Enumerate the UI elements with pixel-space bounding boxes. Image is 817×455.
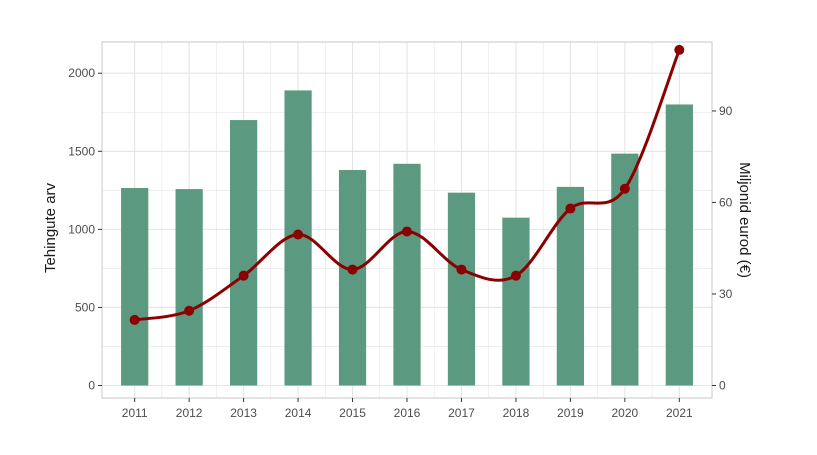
- y-tick-label: 1500: [68, 144, 95, 158]
- line-point-2019: [565, 203, 576, 214]
- x-tick-label: 2019: [557, 406, 584, 420]
- line-series: [129, 44, 685, 325]
- bar-2013: [229, 120, 258, 386]
- y-tick-label: 2000: [68, 66, 95, 80]
- line-point-2012: [184, 305, 195, 316]
- bar-2017: [447, 192, 476, 386]
- bar-2016: [393, 163, 421, 386]
- y2-tick-label: 60: [719, 195, 733, 209]
- y-axis-title: Tehingute arv: [42, 182, 59, 273]
- bar-2011: [121, 187, 149, 386]
- y2-tick-label: 30: [719, 287, 733, 301]
- line-point-2017: [456, 264, 467, 275]
- bar-2018: [502, 217, 530, 386]
- bars: [121, 90, 693, 386]
- bar-2021: [665, 104, 693, 386]
- x-tick-label: 2014: [285, 406, 312, 420]
- x-tick-label: 2021: [666, 406, 693, 420]
- y2-axis-title: Miljonid eurod (€): [736, 162, 753, 278]
- x-tick-label: 2013: [230, 406, 257, 420]
- line-point-2021: [674, 44, 685, 55]
- line-point-2020: [619, 183, 630, 194]
- axes: 0 500 1000 1500 2000 0 30 60 90 2011 2012 2013 2014 2…: [68, 41, 733, 420]
- y2-tick-label: 0: [719, 378, 726, 392]
- y-tick-label: 1000: [68, 222, 95, 236]
- bar-2015: [338, 170, 367, 386]
- x-tick-label: 2017: [448, 406, 475, 420]
- x-tick-label: 2020: [612, 406, 639, 420]
- x-tick-label: 2012: [176, 406, 203, 420]
- line-point-2018: [510, 270, 521, 281]
- line-point-2015: [347, 264, 358, 275]
- line-point-2016: [402, 226, 412, 237]
- y-tick-label: 0: [88, 379, 95, 393]
- x-tick-label: 2018: [503, 406, 530, 420]
- y2-tick-label: 90: [719, 104, 733, 118]
- x-tick-label: 2015: [339, 406, 366, 420]
- line-point-2013: [238, 270, 249, 281]
- x-tick-label: 2011: [122, 406, 148, 420]
- y-tick-label: 500: [75, 300, 95, 314]
- bar-2012: [175, 189, 203, 386]
- line-path: [134, 49, 681, 322]
- line-point-2011: [129, 314, 140, 325]
- line-point-2014: [293, 229, 304, 240]
- x-tick-label: 2016: [394, 406, 421, 420]
